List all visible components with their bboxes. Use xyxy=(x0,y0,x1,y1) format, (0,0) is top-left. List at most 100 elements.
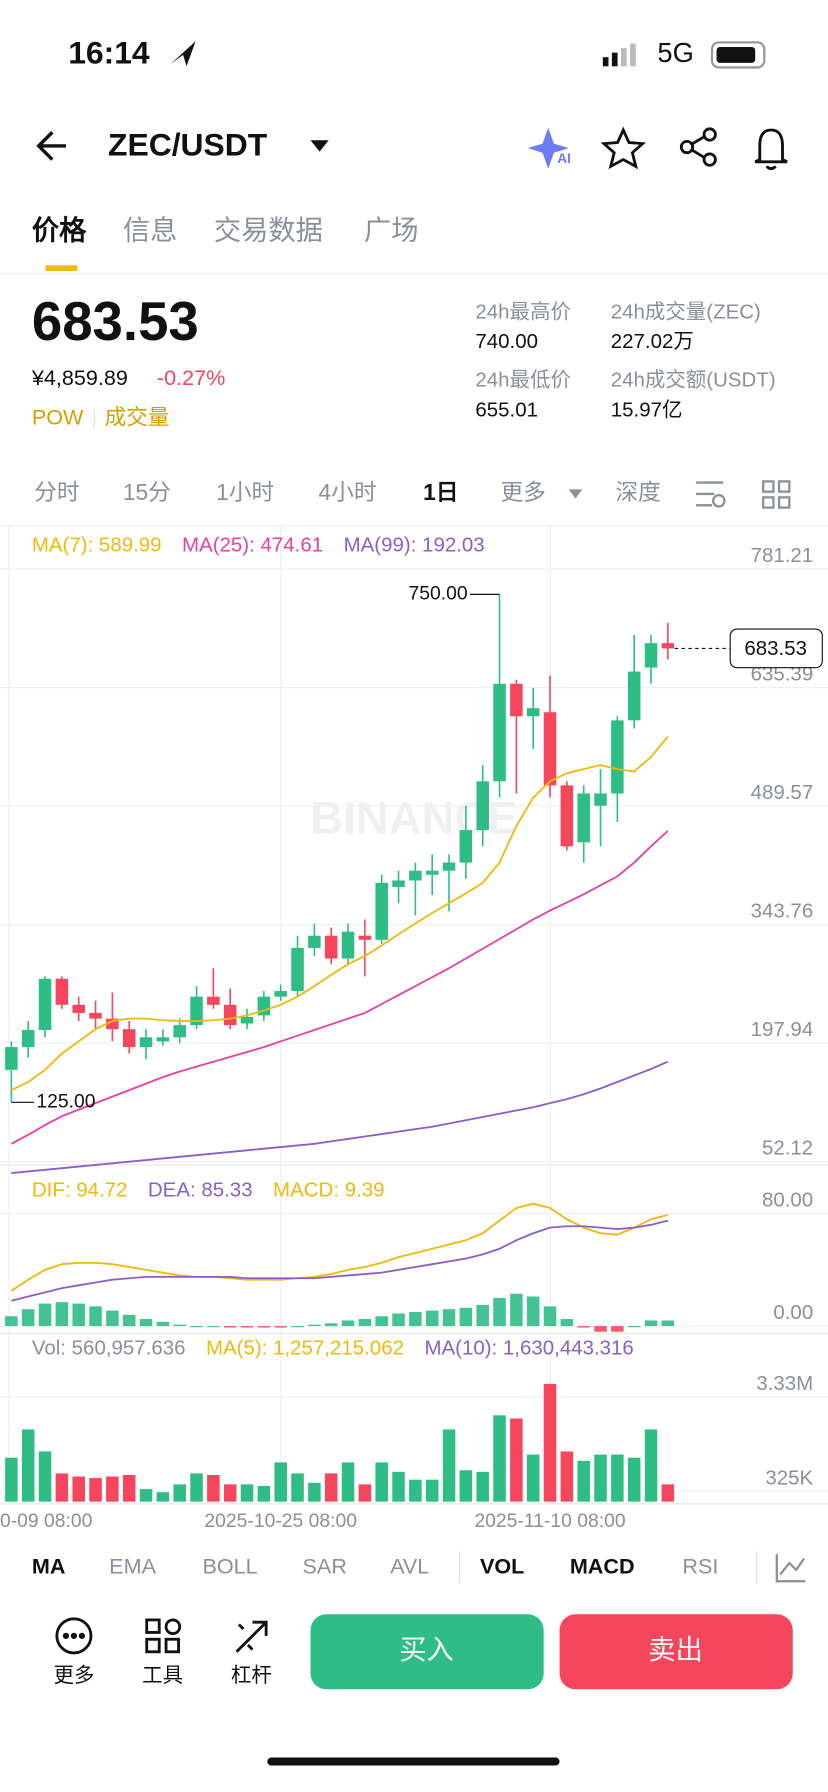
candle-body xyxy=(644,643,658,668)
volume-bar xyxy=(207,1474,220,1502)
layout-button[interactable] xyxy=(762,480,791,509)
interval[interactable]: 1日 xyxy=(423,479,458,505)
macd-bar xyxy=(560,1319,574,1327)
volume-bar xyxy=(510,1418,523,1502)
candle-body xyxy=(577,793,590,843)
tab[interactable]: 价格 xyxy=(32,215,87,246)
legend-label: DEA: 85.33 xyxy=(148,1179,253,1202)
candle-body xyxy=(560,785,574,847)
tag[interactable]: POW xyxy=(32,405,84,430)
legend-label: Vol: 560,957.636 xyxy=(32,1337,186,1360)
candle-body xyxy=(223,1004,237,1026)
macd-bar xyxy=(257,1326,271,1328)
signal-icon xyxy=(602,43,636,67)
candle-body xyxy=(207,996,220,1005)
macd-bar xyxy=(308,1324,321,1327)
settings-button[interactable] xyxy=(696,481,726,508)
macd-bar xyxy=(476,1304,489,1327)
home-indicator xyxy=(267,1757,560,1766)
macd-bar xyxy=(139,1319,153,1327)
indicator[interactable]: VOL xyxy=(480,1553,524,1578)
buy-button[interactable] xyxy=(310,1614,544,1690)
chart-settings-button[interactable] xyxy=(775,1553,806,1583)
indicator[interactable]: BOLL xyxy=(202,1553,257,1578)
macd-bar xyxy=(493,1297,506,1327)
alert-button[interactable] xyxy=(754,128,788,171)
back-button[interactable] xyxy=(36,131,66,161)
volume-bar xyxy=(543,1383,557,1502)
legend-label: MA(99): 192.03 xyxy=(344,534,485,557)
status-time: 16:14 xyxy=(68,34,150,70)
indicator-line xyxy=(11,1219,669,1302)
tab[interactable]: 广场 xyxy=(364,215,419,246)
tab[interactable]: 信息 xyxy=(123,215,178,246)
indicator[interactable]: RSI xyxy=(682,1553,718,1578)
volume-bar xyxy=(308,1482,321,1502)
leverage-icon[interactable] xyxy=(235,1620,268,1653)
candle-body xyxy=(526,708,540,717)
macd-bar xyxy=(543,1306,557,1327)
candle-body xyxy=(5,1047,18,1070)
volume-bar xyxy=(577,1460,590,1502)
battery xyxy=(710,41,766,69)
candle-body xyxy=(375,882,388,940)
tag[interactable]: 成交量 xyxy=(105,405,170,430)
indicator[interactable]: MACD xyxy=(570,1553,635,1578)
y-tick-label: 197.94 xyxy=(751,1018,814,1041)
macd-bar xyxy=(173,1324,186,1327)
tab[interactable]: 交易数据 xyxy=(214,215,323,246)
candle-body xyxy=(38,978,52,1031)
tools-icon[interactable] xyxy=(145,1618,182,1654)
candle-body xyxy=(611,720,624,794)
candle-body xyxy=(106,1018,119,1030)
interval[interactable]: 深度 xyxy=(615,479,660,505)
macd-bar xyxy=(611,1326,624,1332)
candle-body xyxy=(173,1025,186,1038)
macd-bar xyxy=(594,1326,607,1332)
ai-button[interactable] xyxy=(527,127,569,169)
buy-label[interactable]: 买入 xyxy=(399,1634,454,1665)
interval[interactable]: 1小时 xyxy=(216,479,274,505)
y-tick-label: 489.57 xyxy=(751,781,814,804)
y-tick-label: 0.00 xyxy=(773,1301,813,1324)
x-tick-label: 2025-10-25 08:00 xyxy=(204,1511,357,1532)
share-button[interactable] xyxy=(679,127,717,167)
candle-body xyxy=(409,870,422,881)
y-tick-label: 343.76 xyxy=(751,899,814,922)
legend-label: MACD: 9.39 xyxy=(273,1179,384,1202)
tool-label[interactable]: 杠杆 xyxy=(231,1664,272,1687)
indicator-line xyxy=(10,830,669,1145)
y-tick-label: 325K xyxy=(765,1466,813,1489)
y-tick-label: 781.21 xyxy=(751,544,814,567)
tool-label[interactable]: 更多 xyxy=(53,1664,94,1687)
candle-body xyxy=(21,1030,35,1048)
x-tick-label: 0-09 08:00 xyxy=(0,1511,92,1532)
sell-button[interactable] xyxy=(559,1614,793,1690)
candle-body xyxy=(55,978,69,1005)
interval[interactable]: 15分 xyxy=(123,479,171,505)
stat-label: 24h成交额(USDT) xyxy=(611,369,776,392)
interval[interactable]: 分时 xyxy=(34,479,79,505)
macd-bar xyxy=(190,1326,203,1328)
candle-body xyxy=(324,935,338,959)
volume-bar xyxy=(38,1451,52,1502)
indicator[interactable]: AVL xyxy=(390,1553,429,1578)
candle-body xyxy=(291,947,304,991)
tool-label[interactable]: 工具 xyxy=(142,1664,183,1687)
favorite-button[interactable] xyxy=(600,126,647,170)
indicator[interactable]: EMA xyxy=(109,1553,156,1578)
interval[interactable]: 更多 xyxy=(500,479,545,505)
interval[interactable]: 4小时 xyxy=(318,479,376,505)
volume-bar xyxy=(409,1479,422,1502)
macd-bar xyxy=(240,1326,254,1328)
indicator[interactable]: SAR xyxy=(303,1553,347,1578)
pair-dropdown[interactable] xyxy=(310,140,329,152)
pair-title[interactable]: ZEC/USDT xyxy=(108,126,268,162)
volume-bar xyxy=(594,1454,607,1502)
volume-bar xyxy=(459,1470,473,1502)
more-icon[interactable] xyxy=(55,1617,93,1655)
indicator[interactable]: MA xyxy=(32,1553,66,1578)
sell-label[interactable]: 卖出 xyxy=(648,1634,703,1665)
